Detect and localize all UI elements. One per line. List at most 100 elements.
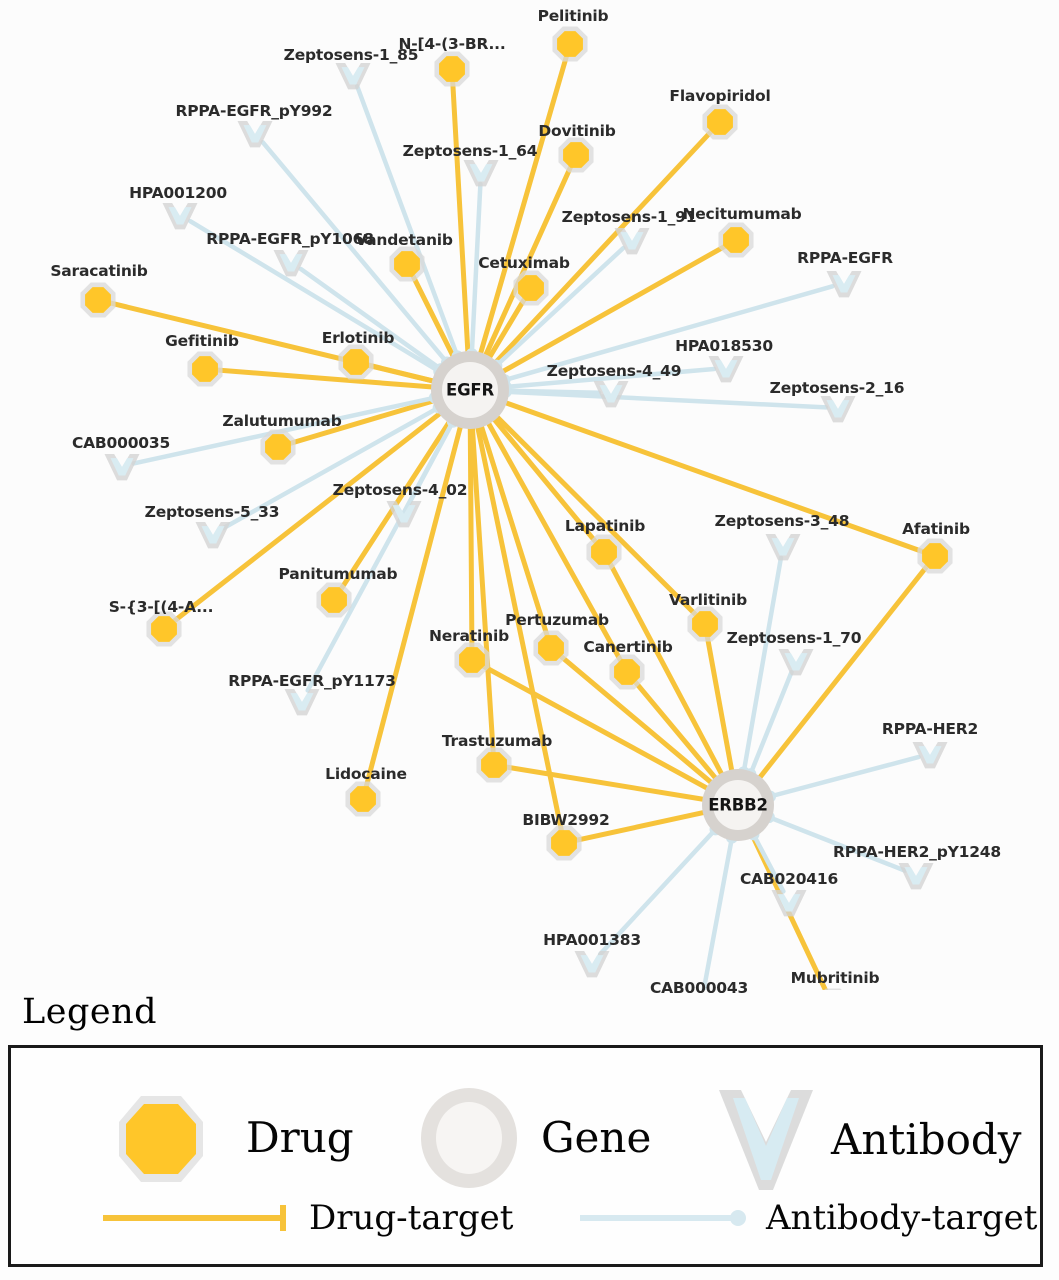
antibody-node-shape[interactable] <box>168 207 192 225</box>
antibody-node-shape[interactable] <box>290 693 314 711</box>
drug-node-shape[interactable] <box>591 539 617 565</box>
drug-node-shape[interactable] <box>518 275 544 301</box>
drug-node-shape[interactable] <box>192 356 218 382</box>
drug-node[interactable] <box>586 534 622 570</box>
antibody-node-shape[interactable] <box>918 746 942 764</box>
network-graph-svg[interactable] <box>0 0 1059 990</box>
antibody-node[interactable] <box>463 159 499 187</box>
drug-node-shape[interactable] <box>538 635 564 661</box>
antibody-node[interactable] <box>820 395 856 423</box>
drug-node[interactable] <box>389 246 425 282</box>
drug-node[interactable] <box>609 654 645 690</box>
drug-node-shape[interactable] <box>922 543 948 569</box>
drug-node[interactable] <box>687 606 723 642</box>
drug-node[interactable] <box>80 282 116 318</box>
drug-node[interactable] <box>917 538 953 574</box>
drug-node[interactable] <box>338 344 374 380</box>
antibody-node-shape[interactable] <box>620 232 644 250</box>
drug-label: Canertinib <box>583 638 673 656</box>
drug-node-shape[interactable] <box>394 251 420 277</box>
drug-node-shape[interactable] <box>85 287 111 313</box>
drug-node[interactable] <box>260 429 296 465</box>
drug-node-shape[interactable] <box>557 31 583 57</box>
drug-node[interactable] <box>513 270 549 306</box>
drug-node-shape[interactable] <box>350 786 376 812</box>
gene-node[interactable] <box>431 351 509 429</box>
antibody-node[interactable] <box>104 453 140 481</box>
drug-node-shape[interactable] <box>692 611 718 637</box>
drug-node-shape[interactable] <box>551 830 577 856</box>
antibody-label: CAB000035 <box>71 434 171 452</box>
gene-node[interactable] <box>702 769 774 841</box>
antibody-node-shape[interactable] <box>279 254 303 272</box>
antibody-node[interactable] <box>162 202 198 230</box>
antibody-node-shape[interactable] <box>110 458 134 476</box>
drug-node[interactable] <box>718 222 754 258</box>
antibody-node[interactable] <box>593 380 629 408</box>
gene-node-core[interactable] <box>442 362 498 418</box>
drug-node[interactable] <box>552 26 588 62</box>
drug-node[interactable] <box>476 747 512 783</box>
antibody-node-shape[interactable] <box>469 164 493 182</box>
drug-label: Mubritinib <box>790 969 880 987</box>
gene-node-core[interactable] <box>713 780 763 830</box>
antibody-node[interactable] <box>195 521 231 549</box>
drug-node-shape[interactable] <box>707 109 733 135</box>
antibody-node[interactable] <box>778 648 814 676</box>
drug-node-shape[interactable] <box>265 434 291 460</box>
drug-node[interactable] <box>533 630 569 666</box>
antibody-node-shape[interactable] <box>904 867 928 885</box>
antibody-node[interactable] <box>826 270 862 298</box>
drug-node-shape[interactable] <box>439 56 465 82</box>
drug-target-edge <box>214 367 437 390</box>
drug-node[interactable] <box>546 825 582 861</box>
antibody-label: Zeptosens-1_85 <box>283 46 419 64</box>
antibody-node[interactable] <box>912 741 948 769</box>
antibody-node-shape[interactable] <box>832 275 856 293</box>
drug-node[interactable] <box>454 642 490 678</box>
legend-label-antibody-target: Antibody-target <box>766 1198 1038 1238</box>
antibody-node[interactable] <box>708 355 744 383</box>
antibody-node[interactable] <box>765 533 801 561</box>
antibody-node-shape[interactable] <box>714 360 738 378</box>
antibody-node[interactable] <box>898 862 934 890</box>
antibody-node[interactable] <box>284 688 320 716</box>
antibody-node[interactable] <box>771 889 807 917</box>
drug-node[interactable] <box>702 104 738 140</box>
drug-node[interactable] <box>316 582 352 618</box>
legend-box: Drug Gene Antibody <box>8 1045 1043 1267</box>
drug-node-shape[interactable] <box>614 659 640 685</box>
antibody-node-shape[interactable] <box>777 894 801 912</box>
antibody-node-shape[interactable] <box>201 526 225 544</box>
antibody-node[interactable] <box>386 500 422 528</box>
antibody-node-shape[interactable] <box>580 955 604 973</box>
drug-node[interactable] <box>187 351 223 387</box>
drug-node[interactable] <box>345 781 381 817</box>
antibody-node-shape[interactable] <box>392 505 416 523</box>
drug-node-shape[interactable] <box>321 587 347 613</box>
drug-node[interactable] <box>146 611 182 647</box>
drug-node[interactable] <box>815 988 850 990</box>
drug-label: Zalutumumab <box>222 412 342 430</box>
antibody-node[interactable] <box>574 950 610 978</box>
drug-node-shape[interactable] <box>151 616 177 642</box>
network-canvas[interactable]: Zeptosens-1_85 RPPA-EGFR_pY992 HPA001200 RP… <box>0 0 1059 997</box>
antibody-node-shape[interactable] <box>826 400 850 418</box>
drug-node-shape[interactable] <box>723 227 749 253</box>
drug-node[interactable] <box>558 137 594 173</box>
drug-node-shape[interactable] <box>481 752 507 778</box>
antibody-node-shape[interactable] <box>599 385 623 403</box>
antibody-target-edge <box>260 139 450 365</box>
drug-node-shape[interactable] <box>563 142 589 168</box>
drug-node-shape[interactable] <box>459 647 485 673</box>
antibody-node-shape[interactable] <box>341 67 365 85</box>
antibody-node-shape[interactable] <box>243 125 267 143</box>
antibody-node-shape[interactable] <box>771 538 795 556</box>
antibody-node[interactable] <box>614 227 650 255</box>
antibody-node[interactable] <box>335 62 371 90</box>
drug-node-shape[interactable] <box>343 349 369 375</box>
antibody-node[interactable] <box>273 249 309 277</box>
antibody-node[interactable] <box>237 120 273 148</box>
drug-node[interactable] <box>434 51 470 87</box>
antibody-node-shape[interactable] <box>784 653 808 671</box>
